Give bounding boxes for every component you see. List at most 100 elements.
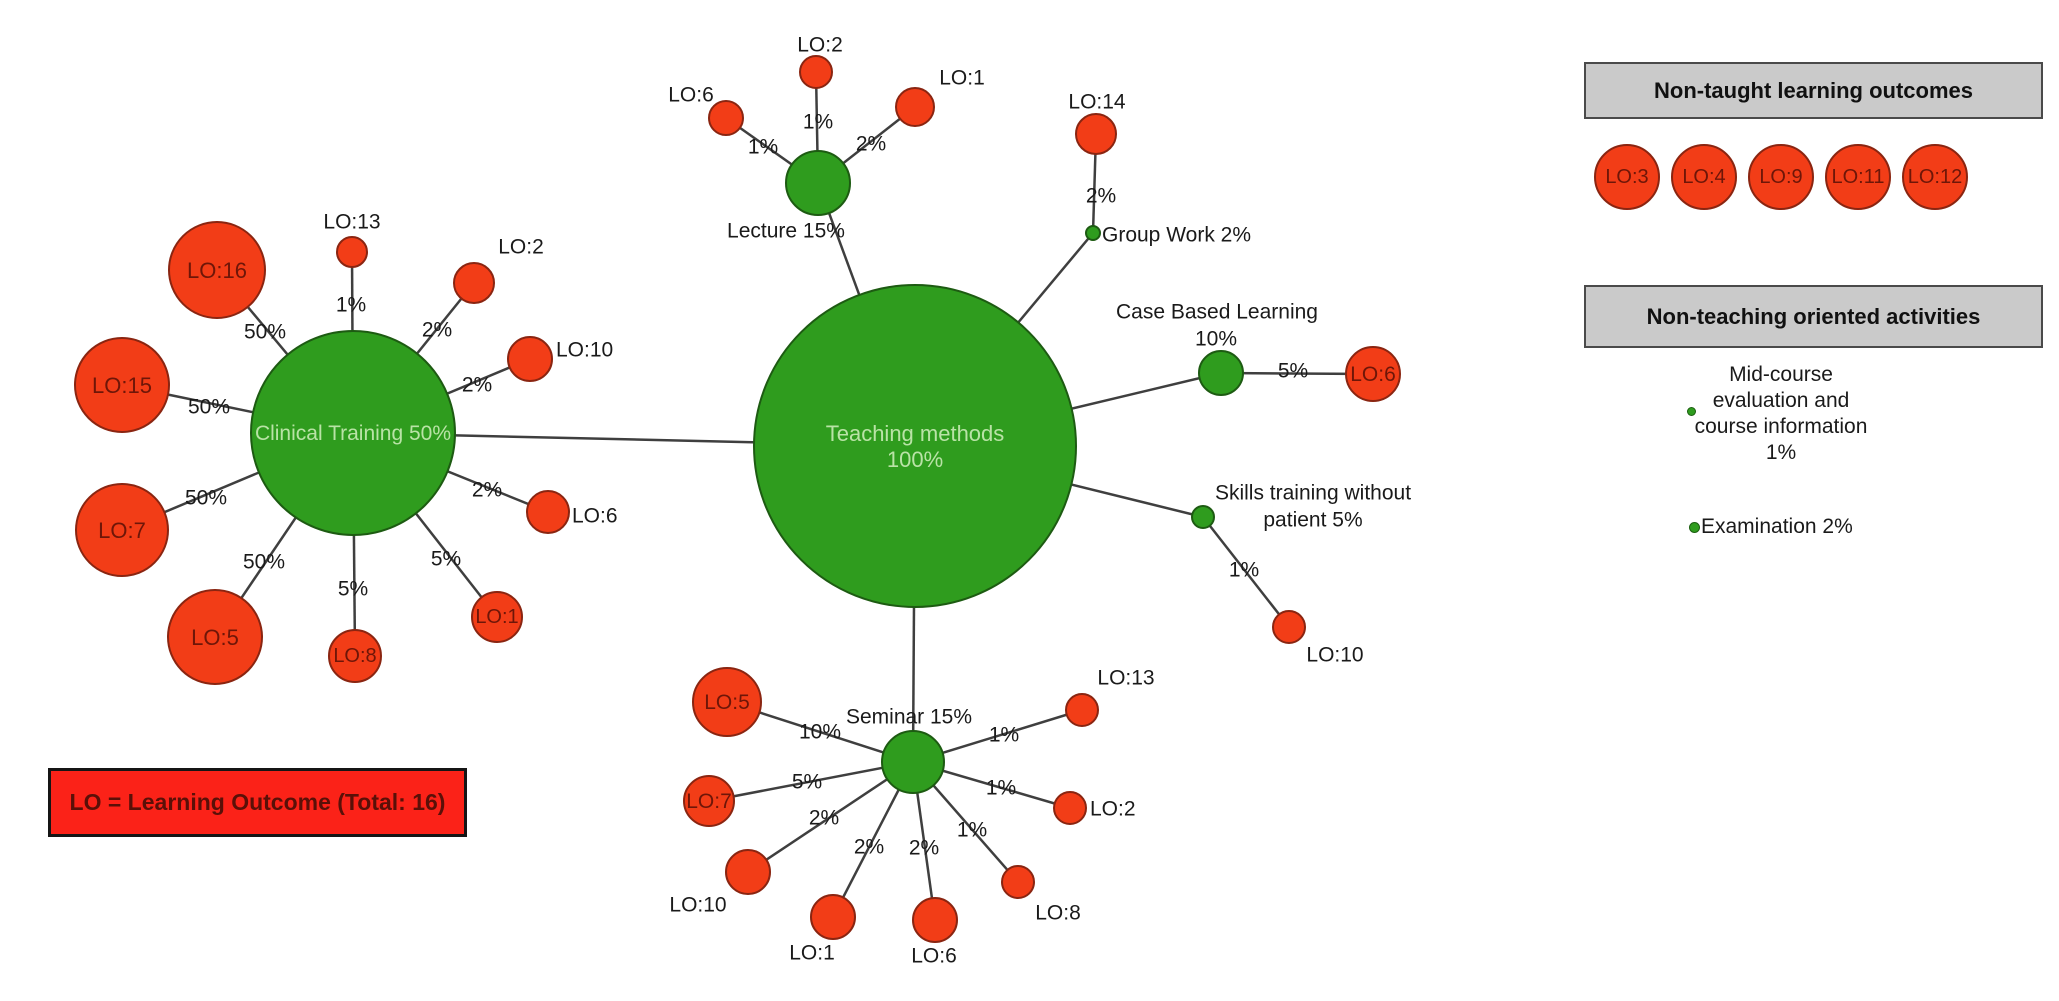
edge-label-clinical-cl-lo7: 50% — [185, 487, 227, 510]
edge-label-clinical-cl-lo2: 2% — [422, 319, 452, 342]
edge-label-clinical-cl-lo16: 50% — [244, 321, 286, 344]
diagram-label-seminar-lo8-name: LO:8 — [1035, 902, 1081, 925]
non-taught-lo-circle-5: LO:12 — [1902, 144, 1968, 210]
node-sem-lo5 — [692, 667, 762, 737]
diagram-label-seminar-lo10-name: LO:10 — [669, 894, 726, 917]
node-sem-lo6 — [912, 897, 958, 943]
node-seminar — [881, 730, 945, 794]
edge-label-seminar-sem-lo5: 10% — [799, 721, 841, 744]
non-taught-lo-row: LO:3 LO:4 LO:9 LO:11 LO:12 — [1594, 144, 1968, 210]
node-lec-lo6 — [708, 100, 744, 136]
node-label-clinical: Clinical Training 50% — [255, 422, 451, 445]
node-cl-lo10 — [507, 336, 553, 382]
lo-legend-text: LO = Learning Outcome (Total: 16) — [69, 789, 446, 815]
node-lecture — [785, 150, 851, 216]
midcourse-line-3: course information — [1694, 415, 1868, 438]
edge-label-clinical-cl-lo1: 5% — [431, 548, 461, 571]
diagram-label-clinical-lo13-name: LO:13 — [323, 211, 380, 234]
edge-label-seminar-sem-lo13: 1% — [989, 724, 1019, 747]
node-label-cl-lo7: LO:7 — [98, 518, 146, 543]
node-label-cl-lo15: LO:15 — [92, 373, 152, 398]
lo-legend-box: LO = Learning Outcome (Total: 16) — [48, 768, 467, 837]
examination-dot-icon — [1689, 521, 1700, 533]
node-cl-lo1 — [471, 591, 523, 643]
node-label-cl-lo16: LO:16 — [187, 258, 247, 283]
edge-label-clinical-cl-lo13: 1% — [336, 294, 366, 317]
examination-label: Examination 2% — [1701, 515, 1853, 538]
node-cbl — [1198, 350, 1244, 396]
edge-label-seminar-sem-lo1: 2% — [854, 836, 884, 859]
non-taught-panel-header: Non-taught learning outcomes — [1584, 62, 2043, 119]
diagram-label-seminar-lo1-name: LO:1 — [789, 942, 835, 965]
edge-label-seminar-sem-lo2: 1% — [986, 777, 1016, 800]
diagram-label-seminar-lo6-name: LO:6 — [911, 945, 957, 968]
edge-label-lecture-lec-lo1: 2% — [856, 133, 886, 156]
edge-label-lecture-lec-lo2: 1% — [803, 111, 833, 134]
node-label-cl-lo8: LO:8 — [333, 645, 376, 667]
diagram-label-lecture-lo2-name: LO:2 — [797, 34, 843, 57]
midcourse-line-4: 1% — [1765, 441, 1797, 464]
edge-label-seminar-sem-lo8: 1% — [957, 819, 987, 842]
diagram-label-clinical-lo2-name: LO:2 — [498, 236, 544, 259]
node-sem-lo1 — [810, 894, 856, 940]
diagram-label-skills-lo10-name: LO:10 — [1306, 644, 1363, 667]
node-lec-lo1 — [895, 87, 935, 127]
node-cl-lo13 — [336, 236, 368, 268]
diagram-label-seminar-title: Seminar 15% — [846, 706, 972, 729]
edge-label-seminar-sem-lo6: 2% — [909, 837, 939, 860]
edge-label-groupwork-gw-lo14: 2% — [1086, 185, 1116, 208]
edge-skills-sk-lo10 — [1202, 516, 1290, 628]
node-label-sem-lo5: LO:5 — [704, 691, 750, 714]
diagram-label-lecture-title: Lecture 15% — [727, 220, 845, 243]
edge-label-clinical-cl-lo6: 2% — [472, 479, 502, 502]
diagram-label-cbl-title-line2: 10% — [1195, 328, 1237, 351]
node-cl-lo2 — [453, 262, 495, 304]
midcourse-line-1: Mid-course — [1729, 363, 1833, 386]
diagram-label-skills-title-line2: patient 5% — [1263, 509, 1362, 532]
node-cl-lo5 — [167, 589, 263, 685]
node-label-cbl-lo6: LO:6 — [1350, 363, 1396, 386]
node-teaching — [753, 284, 1077, 608]
node-sem-lo7 — [683, 775, 735, 827]
diagram-label-lecture-lo1-name: LO:1 — [939, 67, 985, 90]
node-gw-lo14 — [1075, 113, 1117, 155]
node-cl-lo8 — [328, 629, 382, 683]
non-taught-lo-circle-3: LO:9 — [1748, 144, 1814, 210]
edge-label-skills-sk-lo10: 1% — [1229, 559, 1259, 582]
midcourse-label: Mid-course evaluation and course informa… — [1661, 362, 1901, 466]
node-cl-lo15 — [74, 337, 170, 433]
diagram-label-skills-title-line1: Skills training without — [1215, 482, 1411, 505]
node-cl-lo6 — [526, 490, 570, 534]
node-cl-lo16 — [168, 221, 266, 319]
diagram-label-clinical-lo10-name: LO:10 — [556, 339, 613, 362]
node-label-cl-lo5: LO:5 — [191, 625, 239, 650]
node-label-teaching: Teaching methods 100% — [826, 421, 1005, 472]
node-sem-lo2 — [1053, 791, 1087, 825]
node-lec-lo2 — [799, 55, 833, 89]
diagram-label-groupwork-title: Group Work 2% — [1102, 224, 1251, 247]
diagram-label-clinical-lo6-name: LO:6 — [572, 505, 618, 528]
edge-label-lecture-lec-lo6: 1% — [748, 136, 778, 159]
edge-label-clinical-cl-lo10: 2% — [462, 374, 492, 397]
edge-label-clinical-cl-lo15: 50% — [188, 396, 230, 419]
diagram-label-seminar-lo13-name: LO:13 — [1097, 667, 1154, 690]
non-taught-lo-circle-4: LO:11 — [1825, 144, 1891, 210]
node-cl-lo7 — [75, 483, 169, 577]
node-sem-lo10 — [725, 849, 771, 895]
non-teaching-panel-title: Non-teaching oriented activities — [1646, 303, 1981, 329]
node-sk-lo10 — [1272, 610, 1306, 644]
edge-seminar-sem-lo7 — [708, 760, 914, 803]
node-label-cl-lo1: LO:1 — [475, 606, 518, 628]
node-groupwork — [1085, 225, 1101, 241]
midcourse-dot-icon — [1687, 407, 1696, 416]
node-sem-lo13 — [1065, 693, 1099, 727]
diagram-label-seminar-lo2-name: LO:2 — [1090, 798, 1136, 821]
non-taught-lo-circle-1: LO:3 — [1594, 144, 1660, 210]
diagram-label-lecture-lo6-name: LO:6 — [668, 84, 714, 107]
non-teaching-panel-header: Non-teaching oriented activities — [1584, 285, 2043, 348]
midcourse-line-2: evaluation and — [1712, 389, 1850, 412]
node-cbl-lo6 — [1345, 346, 1401, 402]
diagram-label-groupwork-lo14-name: LO:14 — [1068, 91, 1126, 114]
